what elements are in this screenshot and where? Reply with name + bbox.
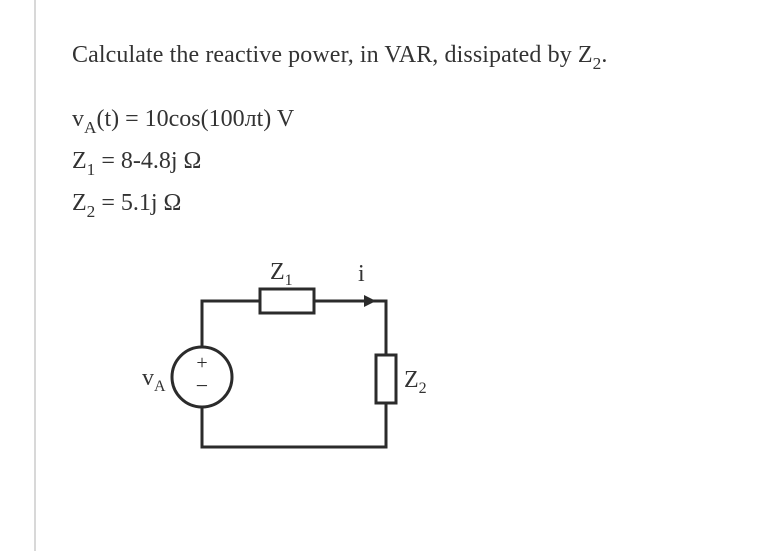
source-minus: −: [196, 373, 208, 398]
z2-lbl: Z: [404, 367, 419, 393]
z2-lhs: Z: [72, 190, 87, 216]
equation-z1: Z1 = 8-4.8j Ω: [72, 141, 752, 183]
z1-eq: =: [95, 148, 121, 174]
question-text: Calculate the reactive power, in VAR, di…: [72, 38, 752, 75]
question-prefix: Calculate the reactive power, in VAR, di…: [72, 42, 593, 68]
circuit-diagram: + − vA Z1 i Z2: [130, 259, 752, 474]
equations-block: vA(t) = 10cos(100лt) V Z1 = 8-4.8j Ω Z2 …: [72, 99, 752, 226]
z1-sub: 1: [87, 160, 96, 179]
source-v: v: [142, 365, 154, 391]
equation-z2: Z2 = 5.1j Ω: [72, 183, 752, 225]
z2-eq: =: [95, 190, 121, 216]
equation-va: vA(t) = 10cos(100лt) V: [72, 99, 752, 141]
va-rhs: 10cos(100лt) V: [145, 106, 295, 132]
z2-rhs: 5.1j Ω: [121, 190, 182, 216]
question-suffix: .: [601, 42, 607, 68]
z1-lbl: Z: [270, 259, 285, 285]
z2-label: Z2: [404, 367, 427, 397]
z1-label: Z1: [270, 259, 293, 289]
va-t: (t) =: [96, 106, 144, 132]
va-sub: A: [84, 118, 96, 137]
z1-rhs: 8-4.8j Ω: [121, 148, 202, 174]
component-z1: [260, 289, 314, 313]
left-margin-rule: [34, 0, 36, 551]
z1-lhs: Z: [72, 148, 87, 174]
question-subscript: 2: [593, 54, 602, 73]
va-v: v: [72, 106, 84, 132]
source-label: vA: [142, 365, 166, 395]
content-area: Calculate the reactive power, in VAR, di…: [72, 38, 752, 474]
z2-lblsub: 2: [419, 380, 427, 397]
component-z2: [376, 355, 396, 403]
current-label: i: [358, 261, 365, 287]
z2-sub: 2: [87, 202, 96, 221]
z1-lblsub: 1: [285, 272, 293, 289]
source-sub: A: [154, 378, 166, 395]
current-arrow: [348, 295, 376, 307]
circuit-svg: + − vA Z1 i Z2: [130, 259, 450, 469]
source-plus: +: [196, 352, 207, 374]
